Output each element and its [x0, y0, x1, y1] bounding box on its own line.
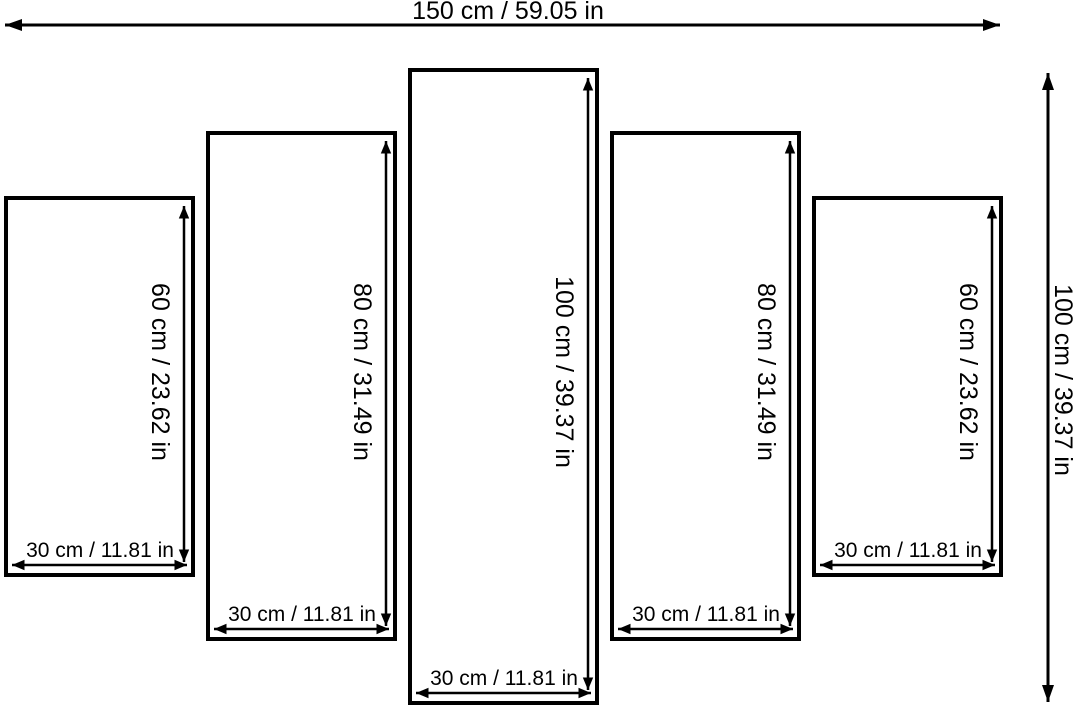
panel-5-width-label: 30 cm / 11.81 in [834, 539, 982, 562]
panel-2-width-label: 30 cm / 11.81 in [228, 603, 376, 626]
panel-1-height-label: 60 cm / 23.62 in [146, 283, 174, 461]
panel-3-width-label: 30 cm / 11.81 in [430, 667, 578, 690]
panel-4-outline [610, 131, 801, 641]
panel-1-outline [4, 196, 195, 577]
panel-2-outline [206, 131, 397, 641]
panel-3-height-label: 100 cm / 39.37 in [550, 276, 578, 468]
panel-4-height-label: 80 cm / 31.49 in [752, 283, 780, 461]
panel-1-width-label: 30 cm / 11.81 in [26, 539, 174, 562]
panel-5-height-label: 60 cm / 23.62 in [954, 283, 982, 461]
panel-5-outline [812, 196, 1003, 577]
overall-height-dimension: 100 cm / 39.37 in [1042, 73, 1077, 702]
panel-5: 60 cm / 23.62 in 30 cm / 11.81 in [812, 196, 1003, 577]
overall-width-label: 150 cm / 59.05 in [412, 0, 604, 25]
overall-width-dimension: 150 cm / 59.05 in [5, 0, 1000, 31]
panel-4-width-label: 30 cm / 11.81 in [632, 603, 780, 626]
panel-3-outline [408, 68, 599, 705]
panel-2: 80 cm / 31.49 in 30 cm / 11.81 in [206, 131, 397, 641]
overall-height-label: 100 cm / 39.37 in [1049, 284, 1077, 476]
panel-4: 80 cm / 31.49 in 30 cm / 11.81 in [610, 131, 801, 641]
panel-1: 60 cm / 23.62 in 30 cm / 11.81 in [4, 196, 195, 577]
panel-2-height-label: 80 cm / 31.49 in [348, 283, 376, 461]
panel-3: 100 cm / 39.37 in 30 cm / 11.81 in [408, 68, 599, 705]
